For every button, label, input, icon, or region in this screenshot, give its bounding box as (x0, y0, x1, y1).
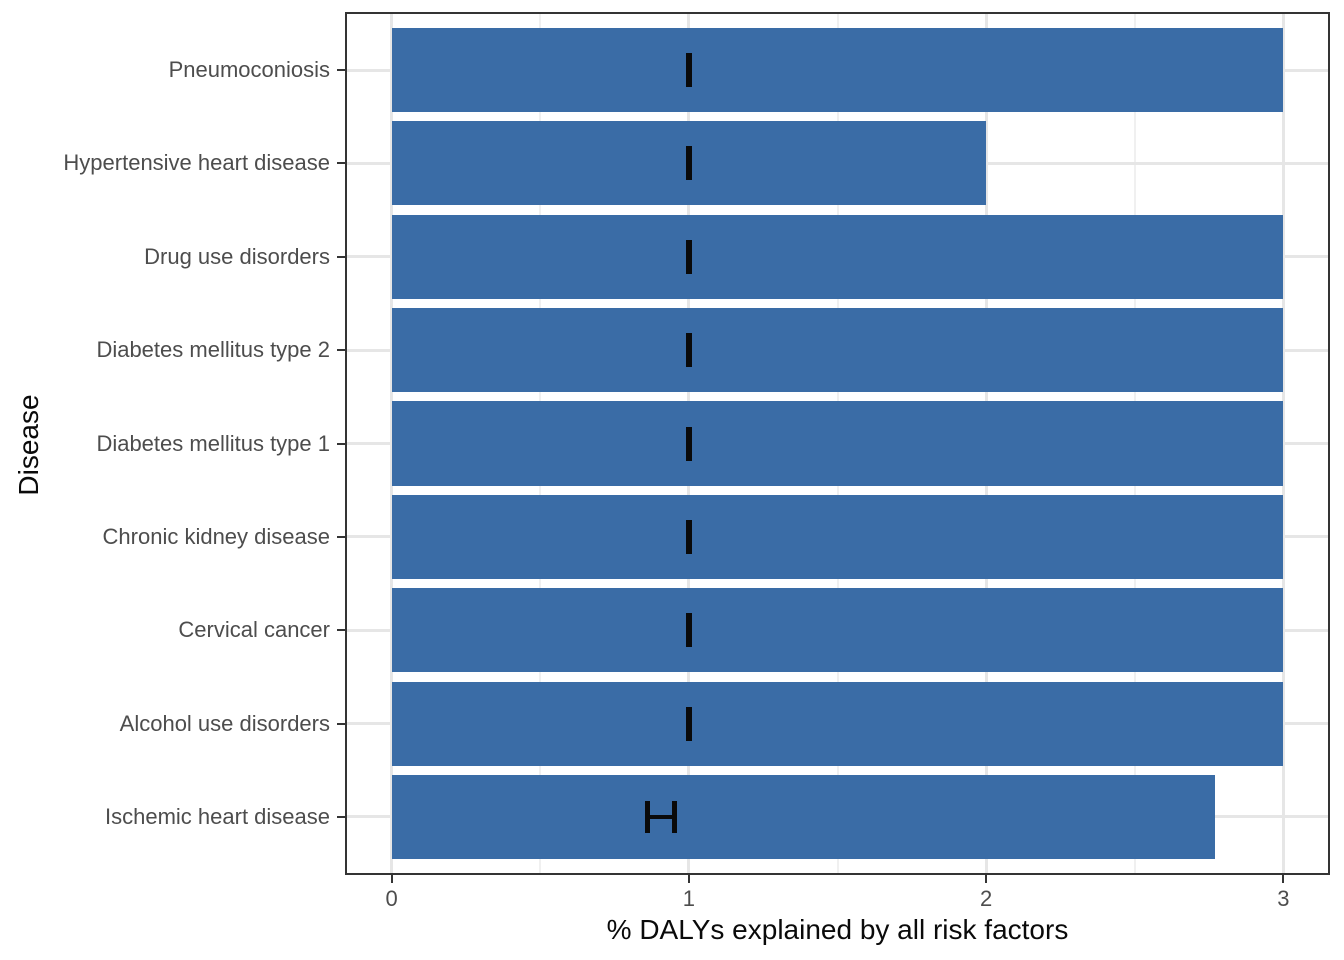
error-bar (685, 426, 692, 461)
y-axis-tick (337, 722, 345, 725)
bar (391, 28, 1284, 113)
x-tick-label: 2 (980, 886, 993, 911)
y-tick-label: Alcohol use disorders (119, 710, 330, 736)
bar (391, 588, 1284, 673)
bar (391, 308, 1284, 393)
y-tick-label: Ischemic heart disease (105, 803, 330, 829)
y-tick-label: Cervical cancer (178, 617, 330, 643)
error-bar (685, 53, 692, 88)
y-tick-label: Hypertensive heart disease (63, 150, 330, 176)
bar (391, 214, 1284, 299)
y-tick-label: Diabetes mellitus type 2 (96, 337, 330, 363)
error-bar-connector (647, 814, 674, 819)
y-axis-tick (337, 255, 345, 258)
y-axis-tick (337, 535, 345, 538)
error-bar (685, 239, 692, 274)
y-tick-label: Chronic kidney disease (102, 523, 330, 549)
plot-panel (347, 14, 1328, 873)
x-tick-label: 3 (1277, 886, 1290, 911)
bar (391, 401, 1284, 486)
y-axis-tick (337, 442, 345, 445)
y-axis-tick (337, 69, 345, 72)
error-bar-whisker-right (671, 800, 677, 833)
x-axis-tick (1282, 875, 1285, 883)
x-tick-label: 0 (385, 886, 398, 911)
error-bar (685, 519, 692, 554)
y-tick-label: Diabetes mellitus type 1 (96, 430, 330, 456)
x-axis-tick (390, 875, 393, 883)
y-axis-tick (337, 162, 345, 165)
y-axis-tick (337, 629, 345, 632)
error-bar (685, 613, 692, 648)
error-bar (685, 333, 692, 368)
error-bar (685, 146, 692, 181)
error-bar (685, 706, 692, 741)
bar (391, 774, 1216, 859)
x-tick-label: 1 (682, 886, 695, 911)
y-tick-label: Pneumoconiosis (168, 57, 330, 83)
y-axis-title: Disease (13, 394, 44, 496)
x-axis-title: % DALYs explained by all risk factors (606, 914, 1069, 945)
bar (391, 494, 1284, 579)
bar (391, 681, 1284, 766)
x-axis-tick (687, 875, 690, 883)
y-tick-label: Drug use disorders (144, 243, 330, 269)
y-axis-tick (337, 349, 345, 352)
x-axis-tick (985, 875, 988, 883)
y-axis-tick (337, 815, 345, 818)
